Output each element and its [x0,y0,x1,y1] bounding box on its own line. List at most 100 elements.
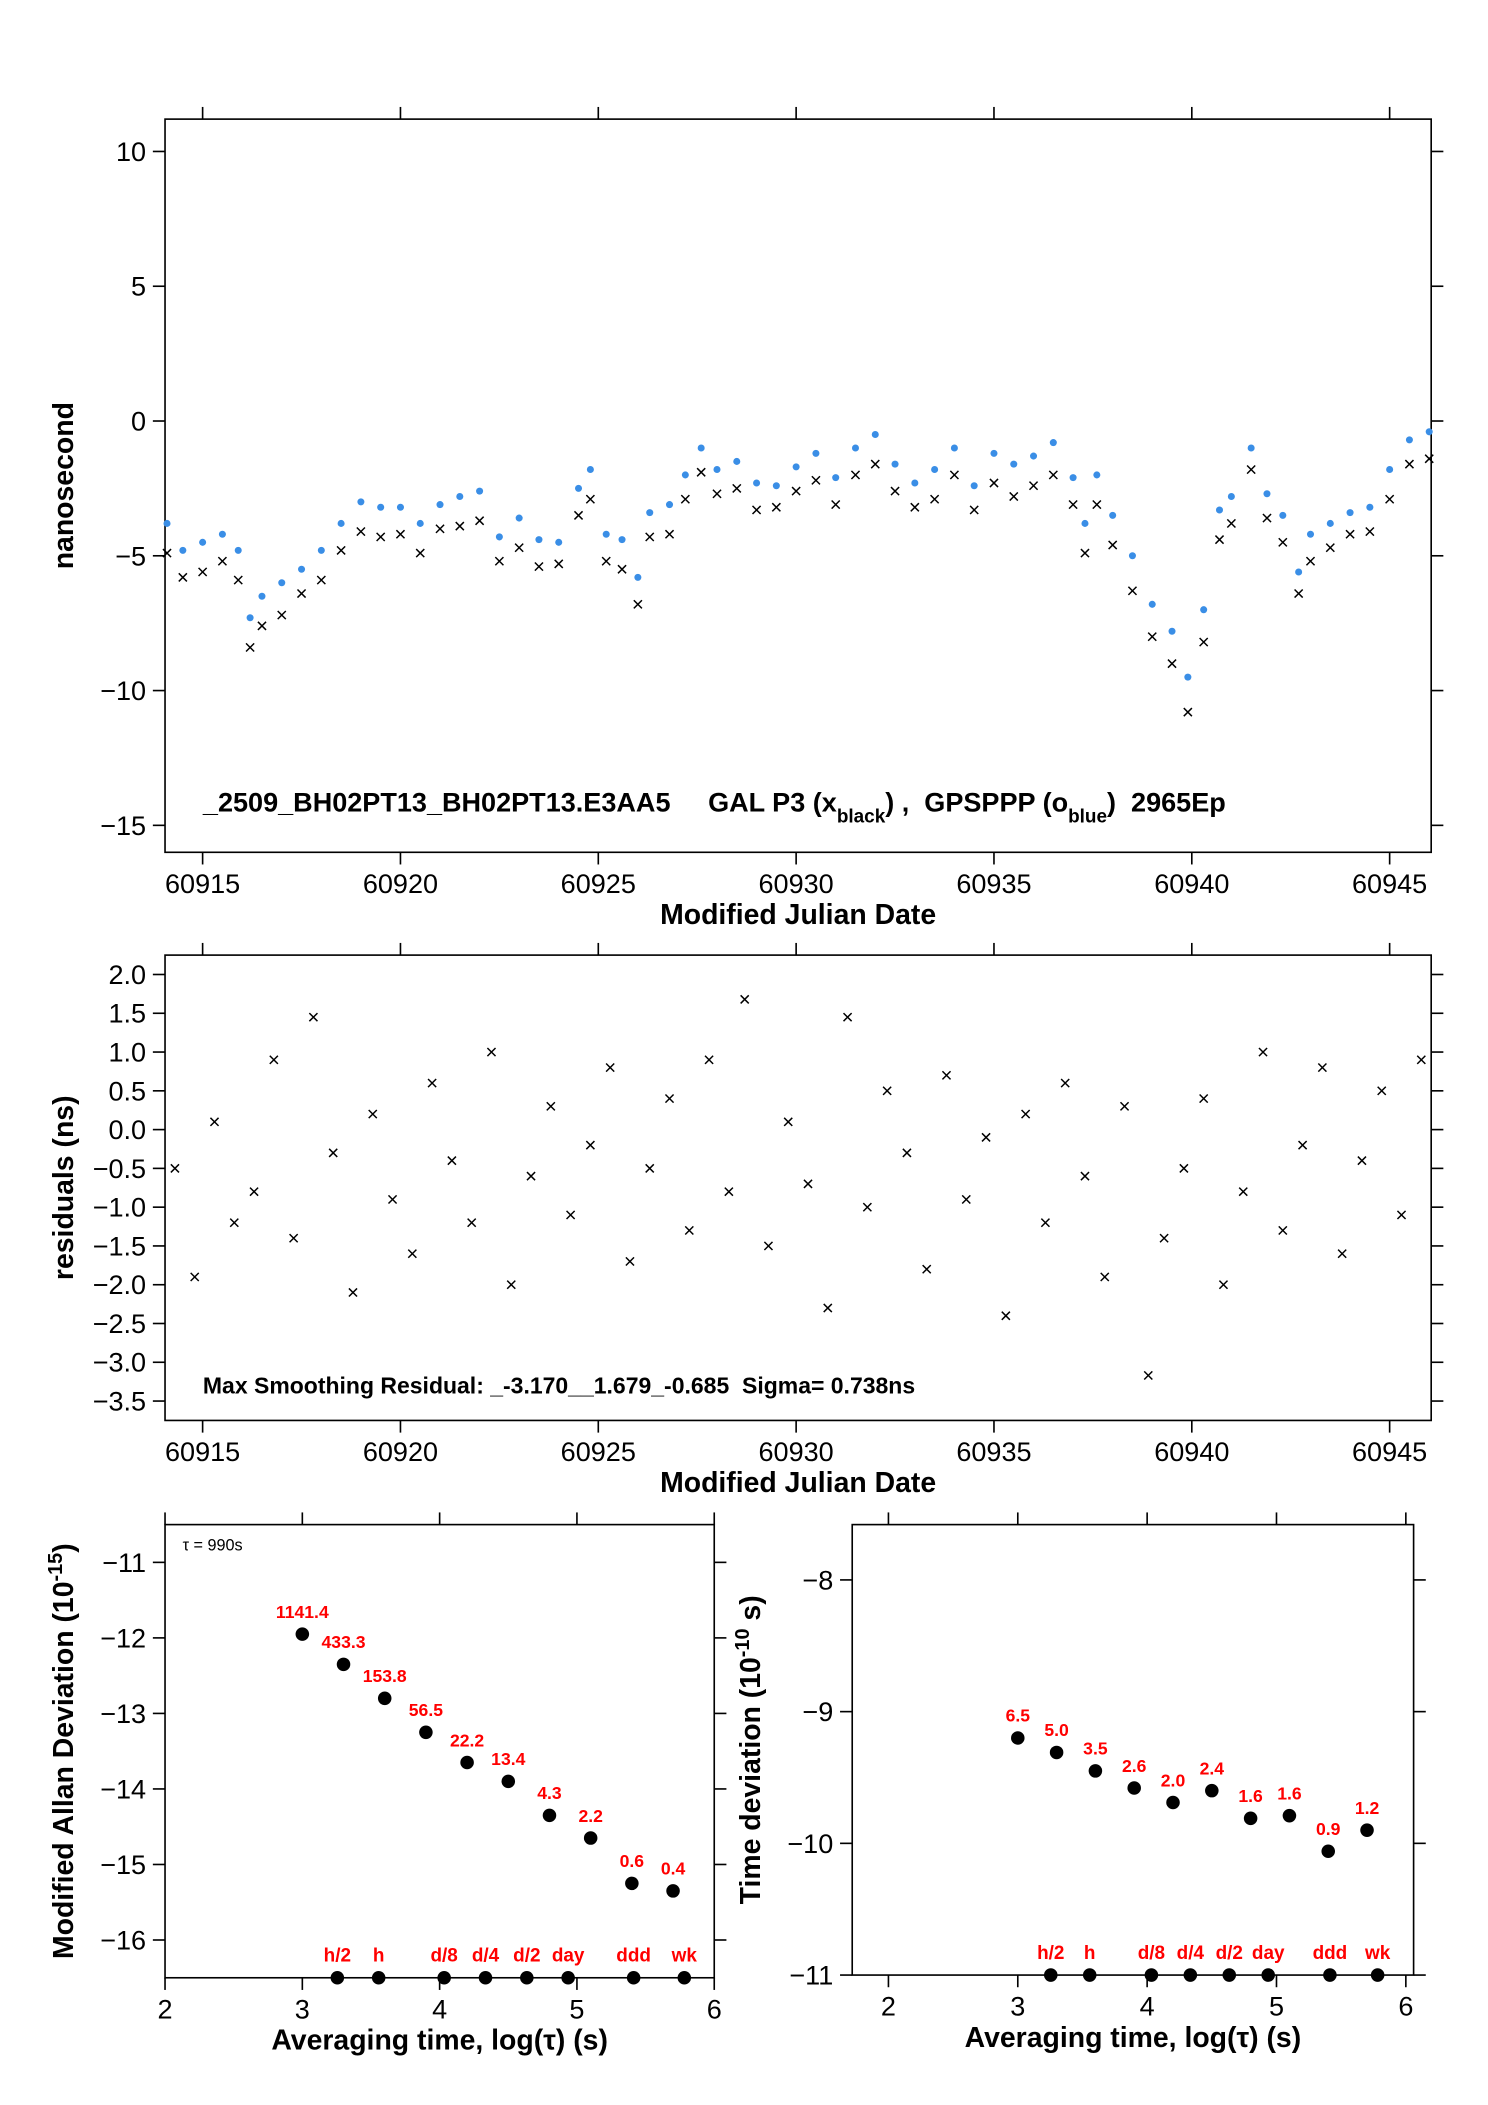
cross-point [712,489,722,499]
x-tick-label: 60935 [956,869,1031,899]
cross-point [704,1055,714,1065]
tau-marker-label: ddd [1313,1943,1348,1964]
cross-point [1199,1093,1209,1104]
cross-point [308,1012,318,1022]
y-tick-label: 0.0 [108,1115,146,1145]
cross-point [1317,1062,1327,1073]
x-axis-label: Modified Julian Date [660,899,936,931]
y-tick-label: −1.5 [93,1231,146,1261]
dot-point [542,1808,557,1823]
cross-point [1416,1055,1426,1065]
dot-point [970,482,978,490]
dot-point [602,530,610,538]
dot-point [1109,511,1117,519]
dot-point [476,487,484,495]
cross-point [1001,1311,1011,1321]
y-tick-label: 10 [116,137,146,167]
tau-marker [1082,1968,1097,1982]
dot-point [377,503,385,511]
x-tick-label: 60945 [1352,869,1427,899]
point-label: 22.2 [450,1730,484,1750]
x-tick-label: 60940 [1154,869,1229,899]
x-tick-label: 3 [295,1994,310,2024]
annotation: Max Smoothing Residual: _-3.170__1.679_-… [203,1372,915,1398]
cross-point [162,548,172,558]
tau-marker [437,1971,451,1985]
dot-point [179,546,187,554]
dot-point [812,449,820,457]
cross-point [1092,499,1102,510]
dot-point [501,1774,516,1789]
dot-point [1030,452,1038,460]
dot-point [1168,627,1176,635]
cross-point [1060,1078,1070,1088]
cross-point [1100,1272,1110,1282]
annotation-part: ) 2965Ep [1107,788,1226,818]
dot-point [278,579,286,587]
dot-point [1227,492,1235,501]
tau-marker [520,1971,534,1985]
cross-point [546,1101,556,1111]
cross-point [902,1148,912,1158]
tau-marker [478,1971,493,1985]
cross-point [427,1078,437,1088]
cross-point [870,459,880,469]
x-tick-label: 60920 [363,1437,438,1467]
cross-point [783,1117,793,1127]
y-tick-label: −15 [100,811,146,841]
dot-point [317,546,325,554]
cross-point [842,1012,853,1022]
dot-point [1366,503,1374,511]
annotation-part: ) , GPSPPP (o [885,788,1068,818]
tau-marker-label: d/8 [1138,1943,1165,1964]
annotation: τ = 990s [183,1536,243,1554]
cross-point [633,599,643,609]
y-tick-label: −9 [802,1697,833,1727]
plot-frame [164,118,1432,854]
annotation-part: τ = 990s [183,1536,243,1554]
dot-point [495,533,503,541]
dot-point [295,1627,310,1641]
cross-point [1226,518,1236,529]
cross-point [1345,529,1355,539]
cross-point [1258,1047,1268,1057]
cross-point [791,486,801,496]
dot-point [1166,1795,1180,1810]
dot-point [646,509,654,517]
cross-point [1179,1163,1189,1173]
dot-point [1184,673,1192,681]
dot-point [1011,1731,1025,1745]
cross-point [209,1117,220,1127]
cross-point [269,1055,279,1065]
cross-point [763,1241,774,1251]
cross-point [1159,1233,1169,1243]
x-tick-label: 5 [1269,1992,1284,2022]
y-tick-label: −2.5 [93,1309,146,1339]
cross-point [514,543,524,553]
y-tick-label: −11 [102,1548,146,1578]
dot-point [990,449,998,457]
tau-marker [1044,1968,1058,1982]
annotation-part: blue [1068,806,1107,827]
cross-point [233,575,243,585]
cross-point [1424,454,1434,464]
dot-point [950,444,958,452]
dot-point [1279,511,1287,519]
dot-point [377,1691,392,1706]
tau-marker-label: wk [1364,1943,1391,1964]
cross-point [1298,1140,1308,1150]
x-tick-label: 4 [1140,1992,1155,2022]
dot-point [713,466,721,474]
tau-marker [561,1971,575,1985]
cross-point [190,1272,200,1282]
dot-point [931,466,939,474]
cross-point [617,564,627,574]
dot-point [1425,428,1433,436]
y-axis-label: nanosecond [48,402,80,569]
dot-point [851,444,859,452]
cross-point [178,572,188,582]
cross-point [170,1163,180,1173]
cross-point [1199,637,1209,647]
cross-point [467,1218,477,1228]
tau-marker [626,1971,641,1985]
